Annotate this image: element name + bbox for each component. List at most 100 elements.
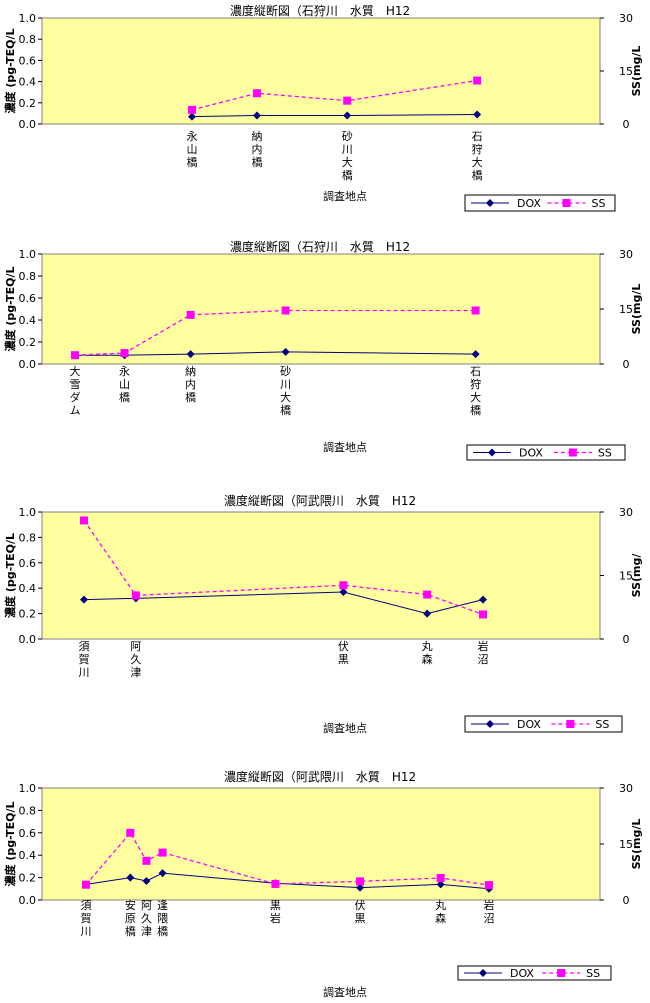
- chart-3: 濃度縦断図（阿武隈川 水質 H12 0.0 0.2 0.4 0.6 0.8 1.0 0 15 30…: [3, 493, 643, 735]
- y2-tick-label: 30: [619, 248, 633, 261]
- ss-point: [479, 610, 487, 619]
- ss-point: [252, 89, 261, 98]
- chart-title: 濃度縦断図（阿武隈川 水質 H12: [224, 493, 416, 508]
- ss-point: [281, 306, 290, 315]
- svg-text:丸森: 丸森: [435, 899, 446, 925]
- x-axis-label: 調査地点: [323, 985, 367, 999]
- svg-text:岩沼: 岩沼: [478, 639, 489, 666]
- x-category-label: 黒岩: [270, 899, 281, 925]
- y-tick-label: 0.6: [19, 292, 37, 305]
- legend-box: [466, 444, 626, 461]
- y-tick-label: 0.2: [19, 872, 37, 885]
- ss-point: [473, 76, 482, 85]
- y-tick-label: 0.4: [19, 582, 37, 595]
- plot-area: [41, 17, 601, 125]
- legend-ss-label: SS: [592, 197, 606, 210]
- legend-dox-marker: [486, 199, 494, 207]
- dox-point: [423, 609, 432, 618]
- y-tick-label: 0.0: [19, 633, 37, 646]
- dox-point: [187, 112, 196, 121]
- x-category-label: 丸森: [435, 899, 446, 925]
- ss-point: [485, 881, 493, 890]
- y2-tick-label: 30: [619, 506, 633, 519]
- dox-point: [80, 595, 88, 604]
- y-axis-label: 濃度 (pg-TEQ/L: [3, 802, 17, 887]
- x-category-label: 石狩大橋: [470, 365, 481, 417]
- x-category-label: 丸森: [422, 640, 433, 666]
- ss-point: [158, 848, 167, 857]
- svg-text:安原橋: 安原橋: [125, 898, 136, 938]
- ss-point: [187, 105, 196, 114]
- svg-text:永山橋: 永山橋: [119, 364, 130, 404]
- dox-point: [158, 869, 167, 878]
- series-line-dox: [191, 113, 478, 118]
- y-tick-label: 0.8: [19, 33, 37, 46]
- y-tick-label: 0.8: [19, 804, 37, 817]
- x-category-label: 伏黒: [338, 639, 349, 666]
- y-tick-label: 0.6: [19, 54, 37, 67]
- x-category-label: 砂川大橋: [280, 365, 291, 417]
- dox-point: [343, 111, 352, 120]
- x-axis-label: 調査地点: [323, 440, 367, 454]
- dox-point: [281, 347, 290, 356]
- svg-text:岩沼: 岩沼: [484, 898, 495, 925]
- x-axis-label: 調査地点: [323, 189, 367, 203]
- ss-point: [471, 306, 480, 315]
- chart-title: 濃度縦断図（石狩川 水質 H12: [230, 3, 410, 18]
- y-tick-label: 0.2: [19, 97, 37, 110]
- y-axis-label: 濃度 (pg-TEQ/L: [3, 29, 17, 114]
- x-category-label: 須賀川: [79, 640, 90, 679]
- y2-axis-label: SS(mg/L: [630, 46, 643, 97]
- legend-dox-label: DOX: [510, 967, 534, 980]
- y2-axis-label: SS(mg/: [630, 553, 643, 598]
- x-category-label: 逢隈橋: [157, 899, 168, 938]
- svg-text:大雪ダム: 大雪ダム: [70, 364, 81, 417]
- svg-text:阿久津: 阿久津: [130, 640, 141, 679]
- y-axis-label: 濃度 (pg-TEQ/L: [3, 267, 17, 352]
- plot-area: [41, 787, 601, 901]
- y-tick-label: 0.2: [19, 608, 37, 621]
- x-category-label: 岩沼: [478, 639, 489, 666]
- x-category-label: 石狩大橋: [472, 130, 483, 182]
- y-tick-label: 0.4: [19, 849, 37, 862]
- series-line-ss: [83, 520, 484, 616]
- y2-tick-label: 15: [619, 65, 633, 78]
- y-tick-label: 0.6: [19, 557, 37, 570]
- y2-tick-label: 0: [623, 894, 630, 907]
- chart-title: 濃度縦断図（石狩川 水質 H12: [230, 239, 410, 254]
- y-tick-label: 0.4: [19, 314, 37, 327]
- legend-ss-marker: [557, 969, 566, 977]
- x-category-label: 安原橋: [125, 898, 136, 938]
- legend-ss-label: SS: [598, 447, 612, 460]
- chart-1: 濃度縦断図（石狩川 水質 H12 0.0 0.2 0.4 0.6 0.8 1.0 0 15 30 濃…: [3, 3, 643, 212]
- legend-dox-marker: [479, 969, 487, 977]
- legend-dox-label: DOX: [517, 197, 541, 210]
- series-line-ss: [85, 831, 490, 886]
- legend: DOX SS: [457, 965, 612, 981]
- ss-point: [343, 96, 352, 105]
- legend-ss-marker: [566, 720, 575, 728]
- svg-text:納内橋: 納内橋: [185, 365, 196, 404]
- x-category-label: 納内橋: [185, 365, 196, 404]
- svg-text:須賀川: 須賀川: [81, 899, 92, 938]
- svg-text:黒岩: 黒岩: [270, 899, 281, 925]
- dox-point: [356, 883, 365, 892]
- y2-tick-label: 0: [623, 118, 630, 131]
- legend: DOX SS: [464, 715, 623, 733]
- legend-ss-label: SS: [586, 967, 600, 980]
- y-tick-label: 0.0: [19, 894, 37, 907]
- y-tick-label: 0.2: [19, 336, 37, 349]
- ss-point: [131, 591, 140, 600]
- svg-text:伏黒: 伏黒: [355, 898, 366, 925]
- x-category-label: 永山橋: [119, 364, 130, 404]
- x-category-label: 大雪ダム: [70, 364, 81, 417]
- svg-text:阿久津: 阿久津: [141, 899, 152, 938]
- chart-title: 濃度縦断図（阿武隈川 水質 H12: [224, 769, 416, 784]
- legend-ss-marker: [562, 199, 571, 207]
- dox-point: [186, 350, 195, 359]
- series-line-ss: [191, 79, 478, 111]
- plot-area: [41, 511, 601, 640]
- dox-point: [479, 595, 487, 604]
- x-category-label: 岩沼: [484, 898, 495, 925]
